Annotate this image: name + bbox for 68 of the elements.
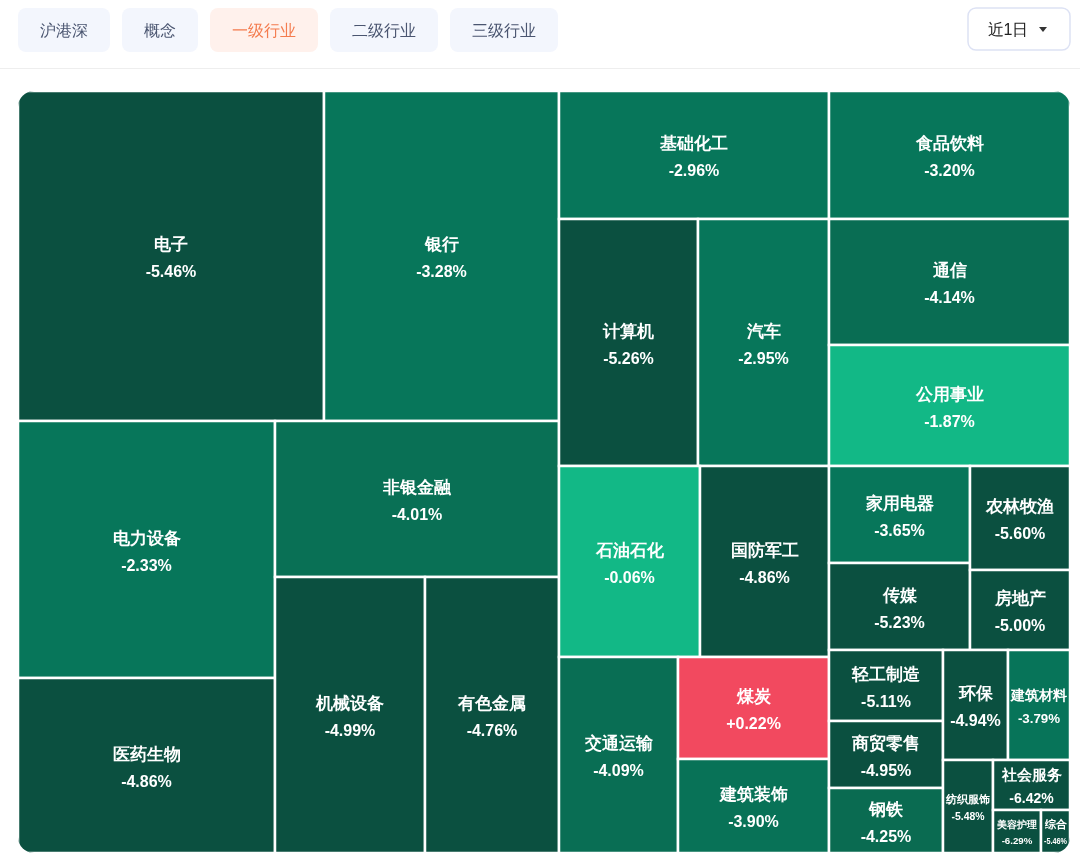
tab: 概念 bbox=[122, 8, 198, 52]
category-label: 环保 bbox=[957, 684, 994, 704]
category-label: 通信 bbox=[931, 261, 967, 281]
category-label: 轻工制造 bbox=[851, 664, 920, 684]
category-label: 国防军工 bbox=[730, 540, 799, 560]
data-label: -3.28% bbox=[416, 263, 467, 281]
data-label: -3.65% bbox=[874, 521, 925, 539]
category-label: 电子 bbox=[154, 235, 188, 255]
data-label: -4.86% bbox=[739, 568, 790, 586]
tab-selected: 一级行业 bbox=[210, 8, 318, 52]
category-label: 电力设备 bbox=[112, 528, 181, 548]
data-label: -5.60% bbox=[994, 525, 1046, 543]
data-label: -4.09% bbox=[593, 762, 644, 780]
tab: 三级行业 bbox=[450, 8, 558, 52]
category-label: 建筑材料 bbox=[1010, 687, 1067, 704]
data-label: -6.29% bbox=[1001, 835, 1033, 847]
data-label: -5.48% bbox=[951, 811, 985, 823]
category-label: 社会服务 bbox=[1000, 766, 1062, 783]
category-label: 计算机 bbox=[602, 321, 654, 341]
category-label: 食品饮料 bbox=[914, 134, 984, 154]
data-label: -4.99% bbox=[324, 722, 376, 740]
data-label: -5.23% bbox=[874, 613, 925, 631]
data-label: -3.90% bbox=[728, 813, 779, 831]
data-label: -2.95% bbox=[738, 349, 789, 367]
data-label: -4.25% bbox=[860, 827, 912, 845]
category-label: 基础化工 bbox=[659, 134, 728, 154]
category-label: 交通运输 bbox=[583, 734, 654, 754]
category-label: 机械设备 bbox=[315, 694, 384, 714]
category-label: 钢铁 bbox=[868, 799, 904, 819]
data-label: -3.20% bbox=[924, 162, 975, 180]
data-label: -4.14% bbox=[924, 289, 975, 307]
category-label: 美容护理 bbox=[996, 818, 1037, 830]
data-label: -6.42% bbox=[1009, 790, 1055, 807]
category-label: 公用事业 bbox=[914, 384, 984, 404]
data-label: -4.95% bbox=[860, 761, 912, 779]
category-label: 银行 bbox=[423, 235, 459, 255]
data-label: -1.87% bbox=[924, 412, 975, 430]
category-label: 石油石化 bbox=[594, 540, 665, 560]
tab: 沪港深 bbox=[18, 8, 110, 52]
data-label: +0.22% bbox=[726, 715, 781, 733]
data-label: -4.76% bbox=[466, 722, 518, 740]
data-label: -0.06% bbox=[604, 568, 655, 586]
data-label: -5.46% bbox=[1044, 836, 1073, 847]
category-label: 医药生物 bbox=[112, 744, 181, 764]
category-label: 商贸零售 bbox=[851, 733, 920, 753]
data-label: -2.96% bbox=[668, 162, 720, 180]
category-label: 综合 bbox=[1043, 817, 1068, 830]
category-label: 房地产 bbox=[993, 589, 1046, 609]
data-label: -4.94% bbox=[950, 712, 1001, 730]
category-label: 煤炭 bbox=[735, 687, 772, 707]
data-label: -3.79% bbox=[1017, 710, 1061, 726]
period-dropdown: 近1日 bbox=[967, 7, 1071, 51]
data-label: -4.86% bbox=[121, 772, 172, 790]
data-label: -5.26% bbox=[603, 349, 654, 367]
category-label: 农林牧渔 bbox=[985, 497, 1054, 517]
category-label: 传媒 bbox=[881, 585, 918, 605]
data-label: -5.11% bbox=[861, 692, 911, 710]
category-label: 非银金融 bbox=[382, 478, 452, 498]
data-label: -4.01% bbox=[391, 506, 443, 524]
category-label: 建筑装饰 bbox=[717, 785, 788, 805]
data-label: -5.00% bbox=[994, 617, 1046, 635]
category-label: 家用电器 bbox=[864, 493, 934, 513]
category-label: 纺织服饰 bbox=[945, 792, 990, 805]
tab: 二级行业 bbox=[330, 8, 438, 52]
data-label: -2.33% bbox=[121, 556, 172, 574]
category-label: 汽车 bbox=[745, 321, 781, 341]
category-label: 有色金属 bbox=[457, 694, 526, 714]
data-label: -5.46% bbox=[145, 263, 197, 281]
